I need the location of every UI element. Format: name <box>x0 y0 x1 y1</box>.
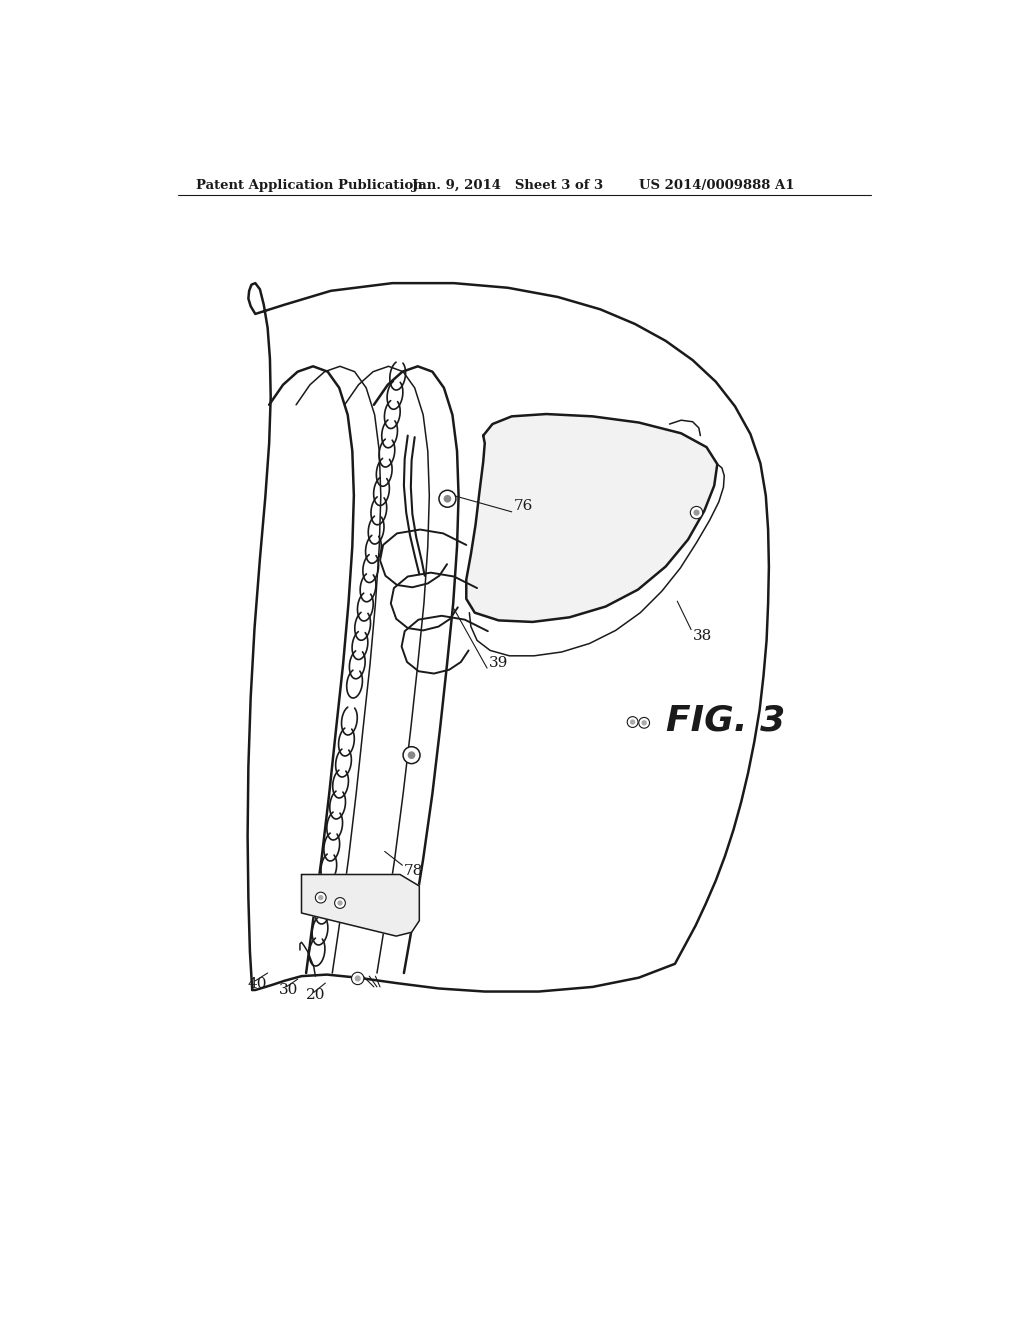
Circle shape <box>351 973 364 985</box>
Circle shape <box>403 747 420 763</box>
Circle shape <box>443 495 452 503</box>
Circle shape <box>408 751 416 759</box>
Text: 40: 40 <box>248 977 267 991</box>
Text: 20: 20 <box>306 989 326 1002</box>
Text: 38: 38 <box>692 628 712 643</box>
Text: 39: 39 <box>488 656 508 669</box>
Circle shape <box>639 718 649 729</box>
Circle shape <box>641 721 647 726</box>
Circle shape <box>439 490 456 507</box>
Circle shape <box>690 507 702 519</box>
Circle shape <box>335 898 345 908</box>
Circle shape <box>337 900 343 906</box>
Text: 78: 78 <box>403 863 423 878</box>
Circle shape <box>628 717 638 727</box>
Text: Jan. 9, 2014   Sheet 3 of 3: Jan. 9, 2014 Sheet 3 of 3 <box>412 178 603 191</box>
Polygon shape <box>466 414 717 622</box>
Text: FIG. 3: FIG. 3 <box>666 704 785 738</box>
Circle shape <box>354 975 360 982</box>
Circle shape <box>693 510 699 516</box>
Circle shape <box>315 892 326 903</box>
Circle shape <box>318 895 324 900</box>
Text: 30: 30 <box>279 983 298 997</box>
Polygon shape <box>301 875 419 936</box>
Text: US 2014/0009888 A1: US 2014/0009888 A1 <box>639 178 795 191</box>
Circle shape <box>630 719 635 725</box>
Text: Patent Application Publication: Patent Application Publication <box>196 178 423 191</box>
Text: 76: 76 <box>514 499 534 513</box>
